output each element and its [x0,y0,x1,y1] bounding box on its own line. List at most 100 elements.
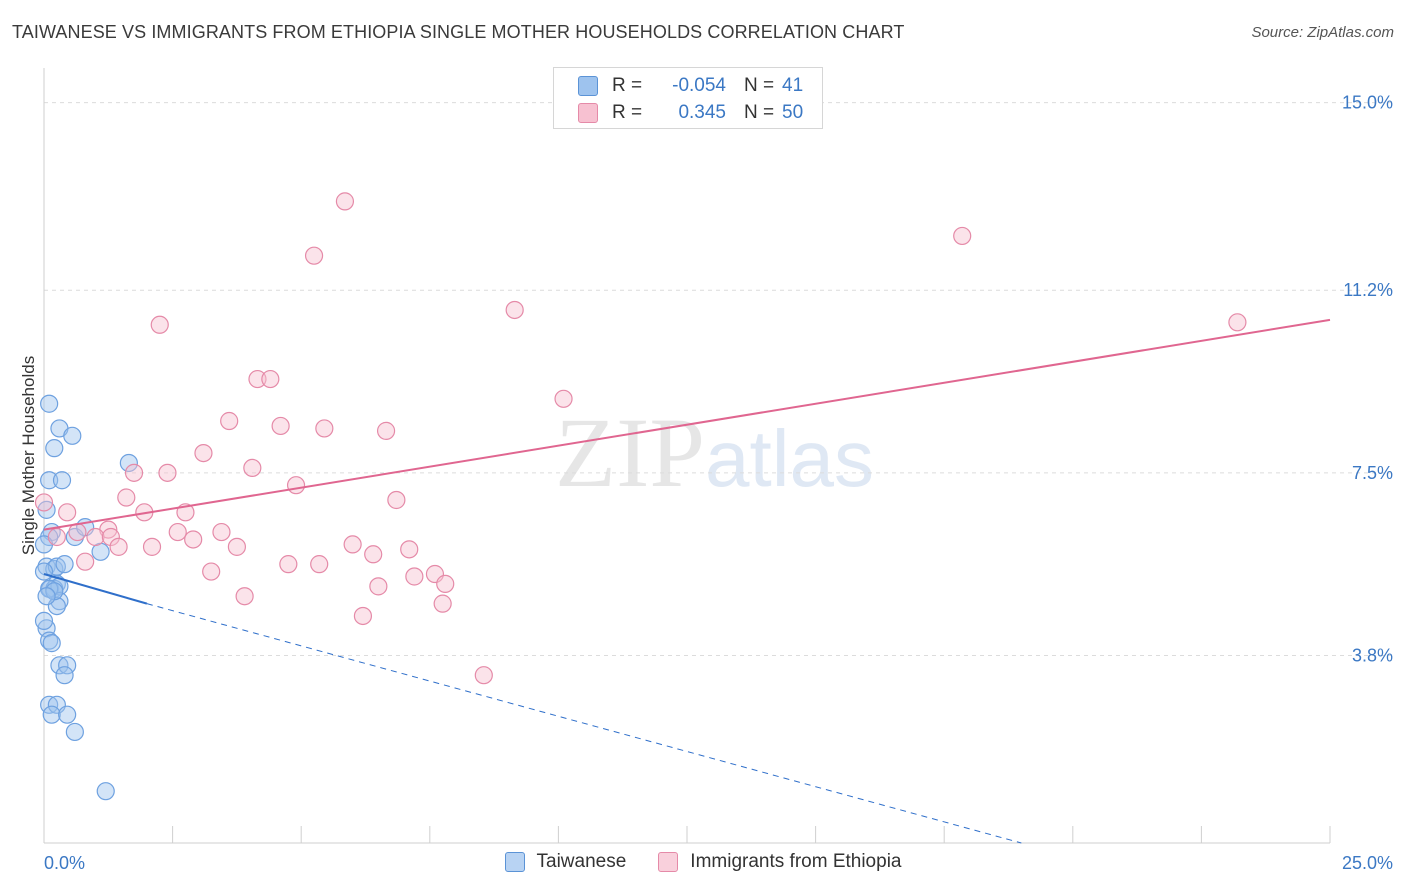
ethiopia-point [505,300,524,320]
taiwanese-point [63,426,82,445]
ethiopia-point [212,522,231,542]
ethiopia-point [405,567,424,586]
taiwanese-trendline [43,573,148,605]
ethiopia-point [124,463,144,482]
ethiopia-point [243,458,262,478]
ethiopia-point [310,555,329,574]
ethiopia-point [387,490,406,510]
ethiopia-point [271,416,290,436]
taiwanese-point [42,634,61,653]
taiwanese-point [96,782,115,801]
taiwanese-point [34,611,54,631]
ethiopia-point [47,527,66,547]
taiwanese-point [50,656,69,675]
taiwanese-point [58,705,77,724]
ethiopia-point [353,606,373,626]
ethiopia-point [436,574,455,593]
taiwanese-point [37,587,56,606]
legend-row-ethiopia: R = 0.345 N = 50 [578,101,803,125]
correlation-legend: R = -0.054 N = 41 R = 0.345 N = 50 [553,67,823,129]
ethiopia-point [953,226,972,246]
chart-title: TAIWANESE VS IMMIGRANTS FROM ETHIOPIA SI… [12,22,905,42]
y-axis-label: Single Mother Households [19,356,38,555]
legend-n-label: N = [744,102,775,123]
watermark: ZIPatlas [555,395,874,510]
ethiopia-point [335,192,355,211]
taiwanese-point [40,471,59,490]
taiwanese-trendline-extension [146,603,1022,844]
watermark-zip: ZIP [555,397,705,508]
legend-r-value: 0.345 [678,102,726,123]
y-tick-label: 3.8% [1352,645,1393,665]
ethiopia-point [227,537,246,556]
y-tick-label: 7.5% [1352,463,1393,483]
ethiopia-point [364,545,383,564]
legend-swatch-ethiopia [578,103,598,123]
ethiopia-point [117,488,136,507]
ethiopia-point [261,369,280,389]
legend-n-label: N = [744,75,775,96]
ethiopia-point [86,527,105,547]
ethiopia-point [150,315,169,334]
legend-item-taiwanese[interactable]: Taiwanese [504,851,627,873]
ethiopia-point [158,463,177,482]
legend-r-value: -0.054 [672,75,726,96]
series-legend: Taiwanese Immigrants from Ethiopia [0,851,1406,873]
legend-item-ethiopia[interactable]: Immigrants from Ethiopia [658,851,901,873]
ethiopia-point [554,389,573,408]
legend-label-ethiopia: Immigrants from Ethiopia [690,851,902,872]
taiwanese-point [40,631,59,650]
ethiopia-point [315,419,334,438]
ethiopia-point [168,522,187,542]
y-tick-label: 11.2% [1343,280,1393,300]
taiwanese-point [45,439,64,458]
ethiopia-point [279,555,298,574]
legend-n-value: 41 [782,75,804,96]
ethiopia-point [76,552,95,571]
ethiopia-point [474,666,493,685]
ethiopia-point [109,537,128,556]
taiwanese-point [34,562,54,581]
ethiopia-point [376,421,396,440]
taiwanese-point [40,394,59,413]
ethiopia-point [286,476,306,495]
y-tick-label: 15.0% [1342,93,1393,113]
taiwanese-point [52,471,72,490]
x-tick-label: 25.0% [1342,853,1393,873]
source-credit: Source: ZipAtlas.com [1251,24,1394,41]
taiwanese-point [37,500,56,519]
ethiopia-point [343,535,362,554]
ethiopia-point [433,594,452,613]
legend-swatch-taiwanese [578,76,598,96]
ethiopia-point [58,503,77,522]
legend-label-taiwanese: Taiwanese [536,851,627,872]
ethiopia-point [304,246,324,265]
legend-row-taiwanese: R = -0.054 N = 41 [578,74,803,98]
legend-r-label: R = [612,102,643,123]
x-tick-label: 0.0% [44,853,85,873]
legend-swatch-ethiopia [658,852,679,872]
legend-n-value: 50 [782,102,804,123]
ethiopia-point [248,369,267,389]
taiwanese-point [65,722,84,742]
ethiopia-point [34,493,54,512]
ethiopia-point [194,443,213,463]
watermark-atlas: atlas [705,414,874,503]
ethiopia-point [202,562,221,581]
ethiopia-point [142,537,162,556]
ethiopia-point [1228,313,1247,332]
ethiopia-trendline [43,318,1331,531]
taiwanese-point [42,705,61,724]
ethiopia-point [369,577,388,596]
ethiopia-point [220,411,239,431]
legend-swatch-taiwanese [504,852,525,872]
taiwanese-point [119,453,138,473]
taiwanese-point [55,666,74,685]
ethiopia-point [101,527,120,547]
legend-r-label: R = [612,75,643,96]
ethiopia-point [184,530,203,549]
taiwanese-point [55,555,74,574]
ethiopia-point [400,540,419,559]
